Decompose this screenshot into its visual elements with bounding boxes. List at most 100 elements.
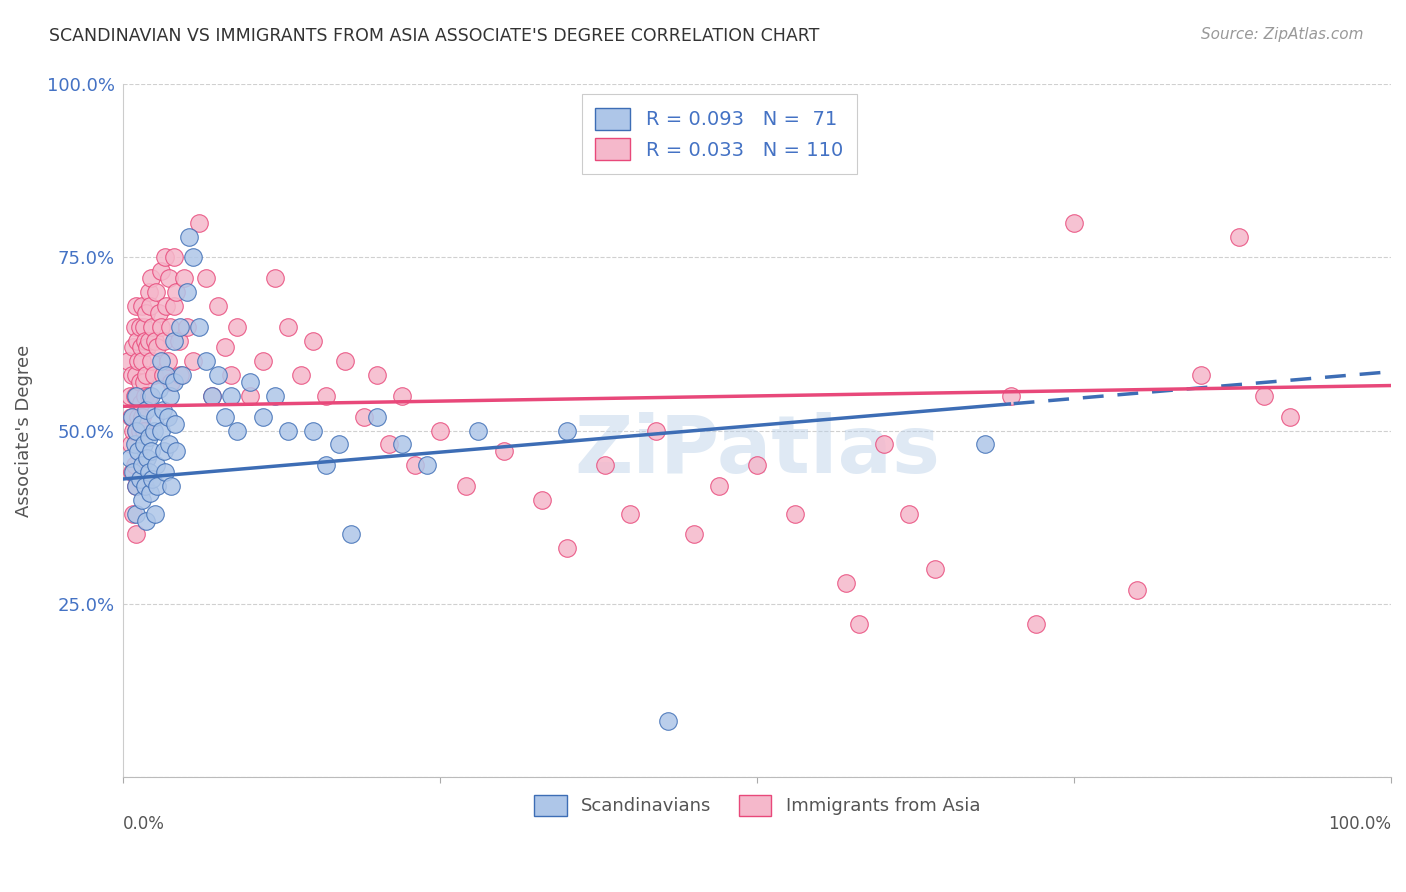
- Point: [128, 472, 150, 486]
- Point: [138, 389, 160, 403]
- Point: [201, 389, 224, 403]
- Point: [127, 354, 149, 368]
- Point: [366, 409, 388, 424]
- Text: SCANDINAVIAN VS IMMIGRANTS FROM ASIA ASSOCIATE'S DEGREE CORRELATION CHART: SCANDINAVIAN VS IMMIGRANTS FROM ASIA ASS…: [49, 27, 820, 45]
- Point: [148, 382, 170, 396]
- Point: [160, 375, 183, 389]
- Point: [141, 472, 163, 486]
- Point: [404, 458, 426, 472]
- Point: [429, 424, 451, 438]
- Point: [555, 541, 578, 556]
- Point: [170, 368, 193, 383]
- Point: [366, 368, 388, 383]
- Point: [125, 479, 148, 493]
- Point: [152, 444, 174, 458]
- Point: [169, 319, 191, 334]
- Point: [219, 389, 242, 403]
- Point: [1278, 409, 1301, 424]
- Point: [328, 437, 350, 451]
- Point: [143, 334, 166, 348]
- Point: [125, 368, 148, 383]
- Point: [353, 409, 375, 424]
- Point: [131, 299, 153, 313]
- Point: [159, 319, 181, 334]
- Point: [125, 424, 148, 438]
- Point: [848, 617, 870, 632]
- Point: [290, 368, 312, 383]
- Point: [173, 271, 195, 285]
- Point: [315, 458, 337, 472]
- Point: [139, 389, 162, 403]
- Point: [169, 368, 191, 383]
- Point: [1025, 617, 1047, 632]
- Point: [152, 402, 174, 417]
- Point: [125, 299, 148, 313]
- Point: [160, 479, 183, 493]
- Point: [157, 437, 180, 451]
- Point: [142, 424, 165, 438]
- Point: [150, 424, 173, 438]
- Point: [139, 354, 162, 368]
- Point: [835, 575, 858, 590]
- Point: [277, 424, 299, 438]
- Point: [129, 341, 152, 355]
- Point: [277, 319, 299, 334]
- Point: [163, 334, 186, 348]
- Point: [682, 527, 704, 541]
- Point: [139, 299, 162, 313]
- Point: [165, 417, 187, 431]
- Point: [142, 368, 165, 383]
- Point: [1000, 389, 1022, 403]
- Point: [156, 354, 179, 368]
- Point: [121, 368, 143, 383]
- Point: [148, 306, 170, 320]
- Point: [166, 444, 188, 458]
- Point: [207, 368, 229, 383]
- Point: [156, 409, 179, 424]
- Point: [264, 389, 287, 403]
- Text: Source: ZipAtlas.com: Source: ZipAtlas.com: [1201, 27, 1364, 42]
- Point: [118, 389, 141, 403]
- Point: [138, 465, 160, 479]
- Point: [745, 458, 768, 472]
- Point: [492, 444, 515, 458]
- Point: [124, 319, 146, 334]
- Point: [924, 562, 946, 576]
- Point: [141, 319, 163, 334]
- Point: [157, 271, 180, 285]
- Point: [219, 368, 242, 383]
- Point: [134, 389, 156, 403]
- Point: [135, 306, 157, 320]
- Point: [188, 216, 211, 230]
- Text: 100.0%: 100.0%: [1329, 814, 1391, 833]
- Point: [120, 409, 142, 424]
- Point: [333, 354, 356, 368]
- Point: [530, 492, 553, 507]
- Point: [214, 341, 236, 355]
- Point: [873, 437, 896, 451]
- Point: [593, 458, 616, 472]
- Point: [121, 409, 143, 424]
- Point: [127, 409, 149, 424]
- Point: [139, 271, 162, 285]
- Point: [188, 319, 211, 334]
- Point: [226, 319, 249, 334]
- Point: [239, 375, 262, 389]
- Point: [153, 251, 176, 265]
- Point: [143, 507, 166, 521]
- Point: [181, 354, 204, 368]
- Point: [128, 424, 150, 438]
- Point: [131, 409, 153, 424]
- Point: [132, 319, 155, 334]
- Point: [176, 319, 198, 334]
- Point: [176, 285, 198, 299]
- Point: [1063, 216, 1085, 230]
- Point: [152, 334, 174, 348]
- Point: [166, 285, 188, 299]
- Point: [163, 375, 186, 389]
- Point: [145, 458, 167, 472]
- Point: [125, 389, 148, 403]
- Point: [146, 341, 169, 355]
- Point: [555, 424, 578, 438]
- Point: [128, 375, 150, 389]
